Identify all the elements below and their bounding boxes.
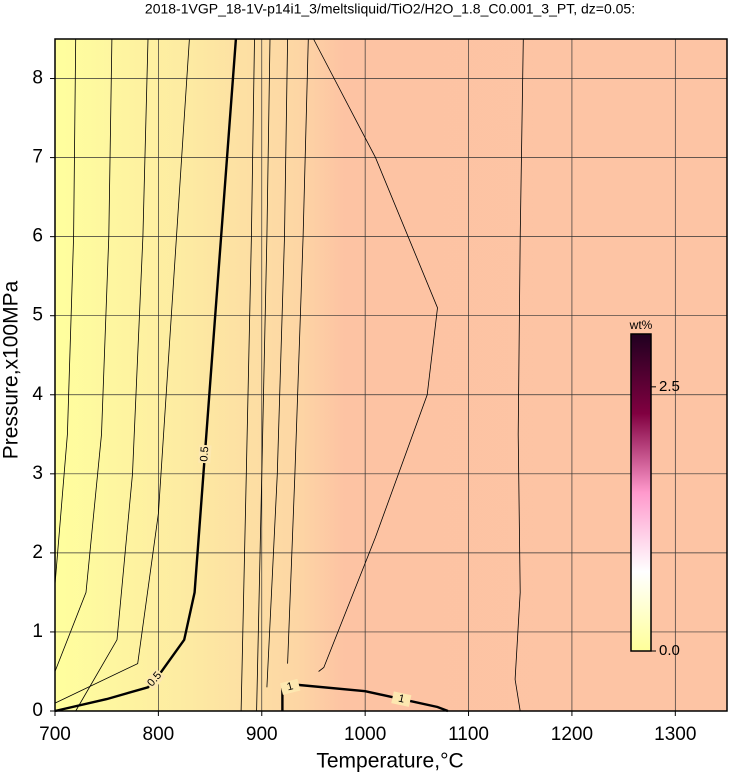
- contour-line: [287, 38, 309, 664]
- plot-background: [55, 39, 727, 711]
- contour-label-bg: [198, 444, 212, 464]
- contour-line: [256, 38, 271, 712]
- contour-line: [240, 38, 255, 712]
- contour-line: [514, 38, 524, 712]
- y-tick-label: 5: [32, 305, 43, 326]
- colorbar-label: wt%: [629, 318, 653, 332]
- x-tick-label: 1100: [448, 724, 489, 745]
- x-tick-label: 700: [39, 724, 71, 745]
- plot-frame: [54, 38, 728, 712]
- colorbar-tick-label: 2.5: [659, 378, 680, 395]
- x-tick-label: 800: [143, 724, 175, 745]
- y-tick-label: 8: [32, 68, 43, 89]
- contour-line: [313, 38, 438, 672]
- x-tick-label: 1300: [654, 724, 696, 745]
- contour-label-bg: [144, 668, 166, 691]
- y-tick-label: 6: [32, 226, 43, 247]
- y-tick-label: 4: [32, 384, 43, 405]
- x-tick-label: 1200: [551, 724, 593, 745]
- contour-line: [75, 38, 149, 712]
- y-tick-label: 1: [32, 621, 43, 642]
- contour-label-bg: [391, 691, 412, 707]
- contour-label: 1: [286, 680, 295, 693]
- x-tick-label: 1000: [344, 724, 386, 745]
- contour-line: [54, 38, 238, 713]
- contour-label-bg: [279, 678, 301, 695]
- contour-line: [54, 38, 77, 585]
- y-tick-label: 7: [32, 147, 43, 168]
- colorbar: [630, 333, 652, 652]
- colorbar-tick-label: 0.0: [659, 642, 680, 659]
- x-tick-label: 900: [246, 724, 278, 745]
- chart-title: 2018-1VGP_18-1V-p14i1_3/meltsliquid/TiO2…: [145, 1, 635, 17]
- contour-line: [54, 38, 190, 704]
- contour-line: [266, 38, 288, 688]
- contour-label: 0.5: [198, 446, 211, 462]
- y-tick-label: 2: [32, 542, 43, 563]
- y-tick-label: 3: [32, 463, 43, 484]
- contour-label: 1: [397, 693, 406, 706]
- contour-line: [54, 38, 113, 672]
- y-axis-label: Pressure,x100MPa: [0, 280, 23, 459]
- y-tick-label: 0: [32, 700, 43, 721]
- x-axis-label: Temperature,°C: [316, 750, 463, 773]
